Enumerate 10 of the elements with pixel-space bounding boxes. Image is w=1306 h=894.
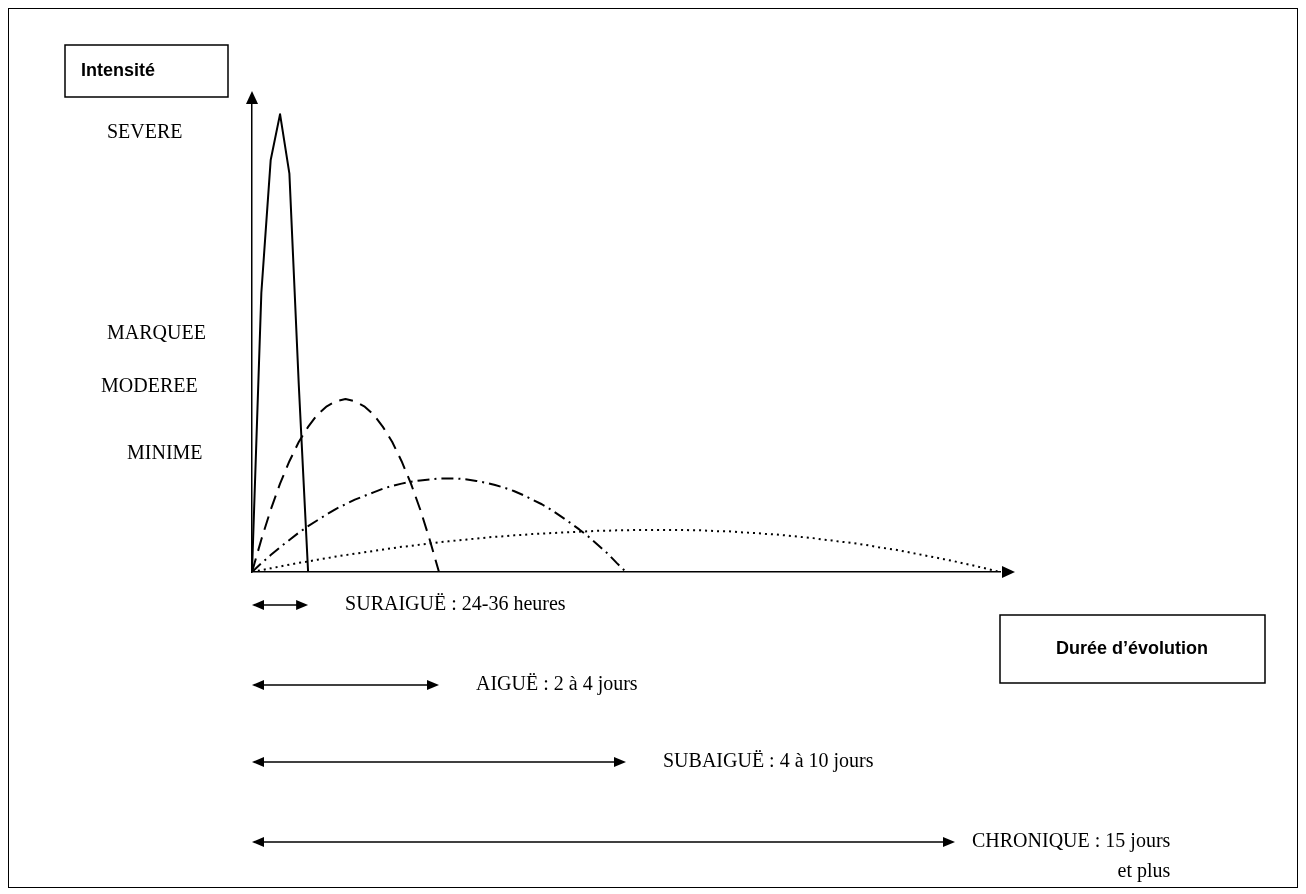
text: MARQUEE xyxy=(107,321,206,344)
text: SURAIGUË : 24-36 heures xyxy=(345,592,566,615)
text: Durée d’évolution xyxy=(1055,637,1209,658)
text: MINIME xyxy=(127,441,203,464)
text: SUBAIGUË : 4 à 10 jours xyxy=(663,749,874,773)
text: SEVERE xyxy=(107,120,183,143)
text: MODEREE xyxy=(101,374,198,397)
text: AIGUË : 2 à 4 jours xyxy=(476,672,638,696)
text: CHRONIQUE : 15 jours et plus xyxy=(972,829,1171,883)
text: Intensité xyxy=(81,59,156,80)
